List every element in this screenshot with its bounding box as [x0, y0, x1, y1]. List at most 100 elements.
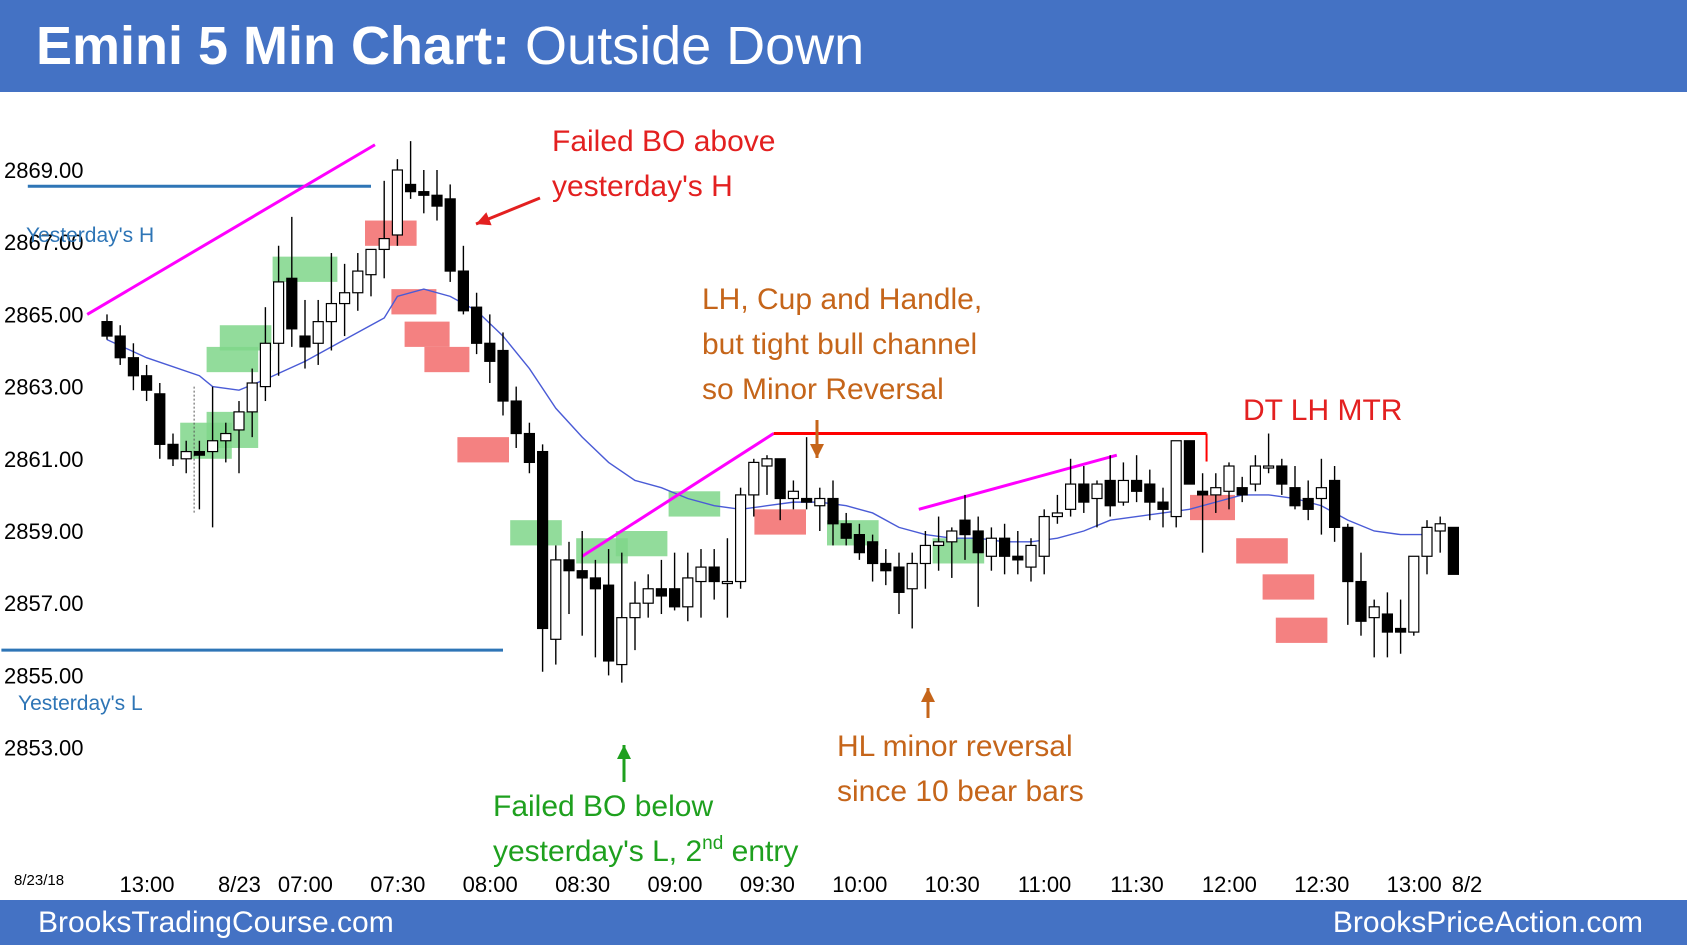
title-rest: Outside Down: [525, 16, 865, 76]
bear-candle: [286, 277, 298, 330]
arrow-cup-handle-head: [810, 444, 824, 458]
bear-candle: [998, 537, 1011, 557]
date-label: 8/23/18: [14, 872, 64, 889]
line-labels: Yesterday's H Yesterday's L: [18, 224, 154, 715]
x-tick-label: 10:30: [925, 872, 980, 897]
bull-candle: [1117, 479, 1130, 503]
bull-candle: [352, 270, 364, 294]
bull-candle: [919, 544, 932, 565]
bull-candle: [642, 588, 654, 604]
bull-candle: [682, 577, 694, 608]
annotation-hl-minor-line: since 10 bear bars: [837, 775, 1084, 808]
bull-candle: [748, 461, 760, 496]
bear-signal-highlight: [457, 437, 509, 463]
bull-candle: [1051, 512, 1064, 518]
footer-right-link[interactable]: BrooksPriceAction.com: [1332, 906, 1643, 939]
bear-candle: [1381, 613, 1394, 633]
annotation-dt-lh-mtr-line: DT LH MTR: [1243, 394, 1402, 427]
bear-signal-highlight: [424, 346, 470, 373]
bull-candle: [1223, 465, 1235, 492]
bull-candle: [1434, 523, 1446, 532]
bear-candle: [800, 497, 813, 503]
bull-candle: [1064, 483, 1077, 510]
bear-candle: [167, 443, 179, 460]
bear-candle: [1196, 490, 1209, 496]
bull-candle: [814, 497, 826, 507]
bear-candle: [1342, 526, 1354, 583]
footer-bar: BrooksTradingCourse.com BrooksPriceActio…: [0, 900, 1687, 945]
x-tick-label: 07:30: [370, 872, 425, 897]
bear-candle: [523, 432, 536, 464]
bull-candle: [273, 281, 285, 344]
bear-candle: [510, 400, 522, 435]
bear-signal-highlight: [391, 289, 437, 315]
bull-trendline: [918, 453, 1118, 511]
candles: [101, 141, 1460, 683]
bear-candle: [1276, 465, 1288, 485]
bear-candle: [127, 357, 139, 377]
bull-candle: [629, 602, 641, 619]
annotation-failed-bo-low-line: yesterday's L, 2nd entry: [493, 833, 798, 868]
bull-candle: [1262, 465, 1275, 469]
bear-candle: [589, 577, 602, 590]
bull-candle: [946, 530, 958, 543]
annotation-hl-minor-line: HL minor reversal: [837, 730, 1073, 763]
bull-candle: [246, 382, 258, 413]
bear-candle: [154, 393, 166, 445]
bear-candle: [602, 584, 615, 662]
bear-candle: [1130, 479, 1143, 492]
yesterdays-low-label: Yesterday's L: [18, 692, 143, 715]
x-tick-label: 09:30: [740, 872, 795, 897]
bear-candle: [1289, 487, 1301, 507]
bear-candle: [1144, 483, 1156, 503]
bull-candle: [378, 237, 390, 251]
bull-signal-highlight: [206, 346, 259, 373]
y-tick-label: 2861.00: [4, 447, 84, 472]
bear-candle: [668, 588, 681, 608]
bear-candle: [655, 588, 668, 597]
bear-candle: [405, 183, 417, 193]
bear-candle: [141, 375, 153, 391]
bull-candle: [325, 302, 337, 323]
bear-candle: [1394, 627, 1407, 633]
signal-bar-highlights: [180, 220, 1328, 643]
bear-signal-highlight: [365, 220, 417, 246]
bull-candle: [1249, 465, 1262, 485]
y-tick-label: 2859.00: [4, 519, 84, 544]
bear-candle: [853, 534, 866, 554]
bull-candle: [1421, 526, 1433, 557]
x-tick-label: 09:00: [647, 872, 702, 897]
bull-signal-highlight: [510, 520, 562, 546]
bull-candle: [339, 292, 351, 305]
title-bold: Emini 5 Min Chart:: [36, 16, 511, 76]
bear-candle: [1078, 483, 1090, 503]
bear-candle: [444, 198, 456, 272]
bear-candle: [1157, 501, 1169, 510]
bear-candle: [457, 270, 469, 312]
bear-candle: [1236, 487, 1248, 496]
bull-candle: [312, 321, 324, 344]
footer-left-link[interactable]: BrooksTradingCourse.com: [38, 906, 394, 939]
bull-candle: [1025, 544, 1037, 568]
arrow-failed-bo-high-head: [476, 212, 492, 226]
bear-candle: [193, 450, 205, 456]
bull-candle: [787, 490, 800, 500]
bear-candle: [959, 519, 971, 536]
bear-candle: [1328, 479, 1341, 528]
annotations: Failed BO above yesterday's H LH, Cup and …: [475, 125, 1402, 868]
x-tick-label: 12:00: [1202, 872, 1257, 897]
bear-candle: [774, 458, 786, 500]
y-tick-label: 2867.00: [4, 230, 84, 255]
bear-candle: [880, 562, 892, 572]
candlestick-chart: 2869.00 2867.00 2865.00 2863.00 2861.00 2859.…: [1, 125, 1482, 897]
bull-candle: [233, 411, 245, 431]
bull-signal-highlight: [615, 531, 668, 557]
bull-candle: [906, 562, 918, 590]
arrow-hl-minor-head: [921, 688, 935, 702]
annotation-failed-bo-low-line: Failed BO below: [493, 790, 713, 823]
bull-candle: [932, 541, 945, 547]
bull-candle: [985, 537, 998, 557]
x-tick-label: 10:00: [832, 872, 887, 897]
y-tick-label: 2853.00: [4, 736, 84, 761]
x-tick-label: 08:00: [463, 872, 518, 897]
